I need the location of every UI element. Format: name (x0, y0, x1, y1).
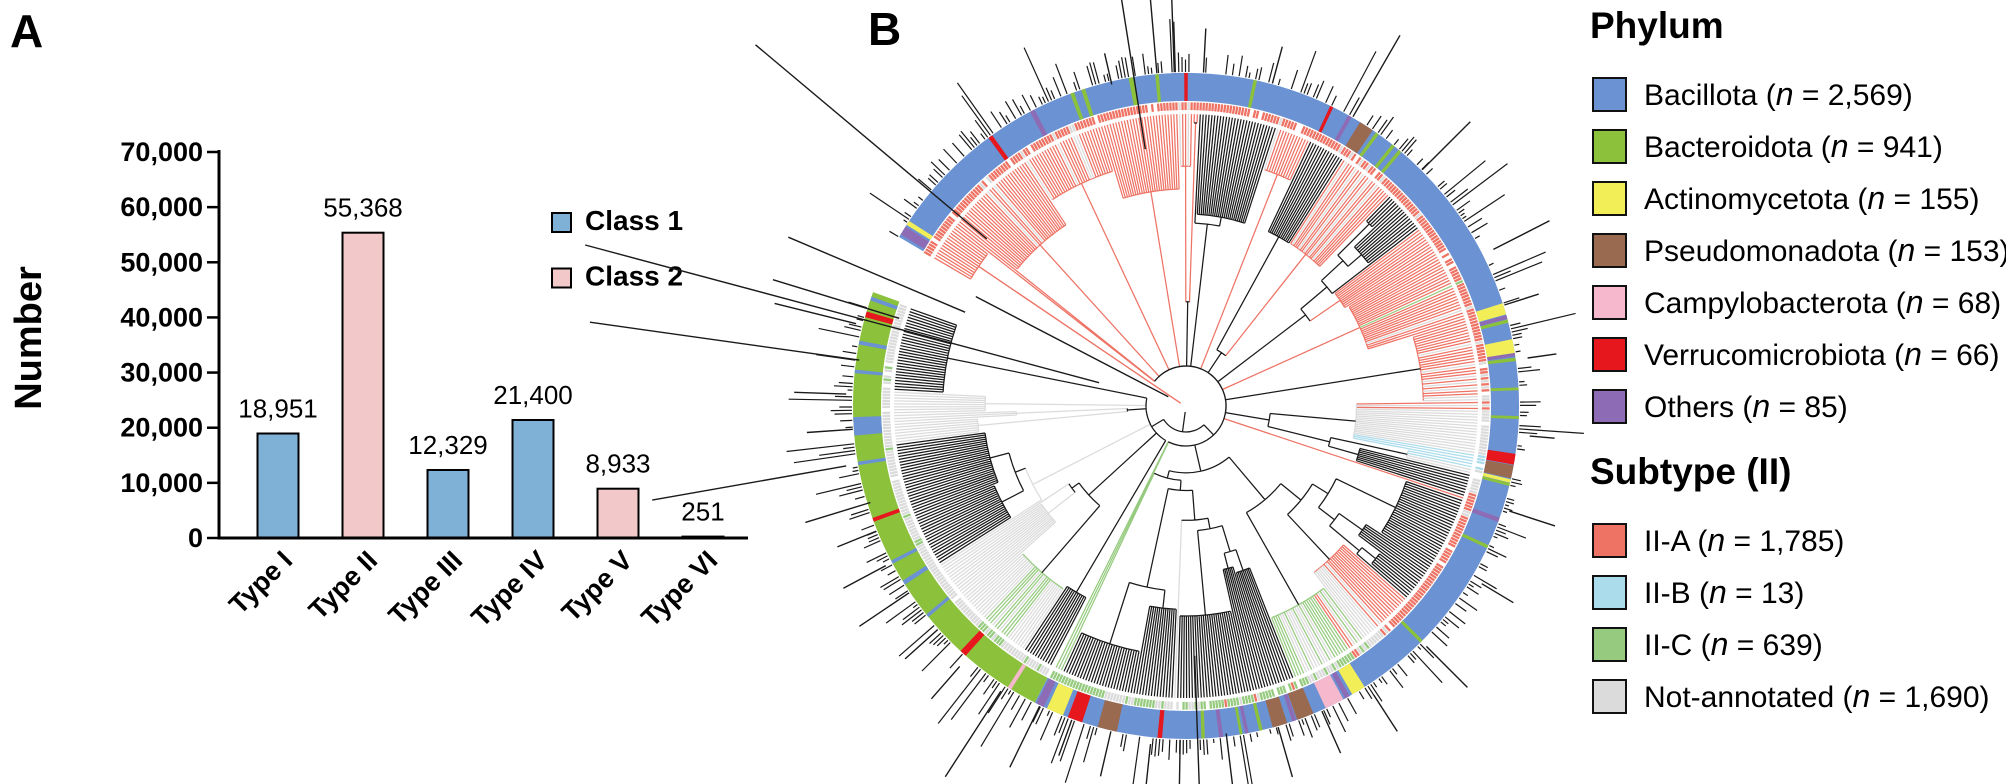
phylum-legend-swatch-others (1592, 388, 1627, 424)
bar-value-label: 8,933 (585, 449, 650, 479)
class-legend-label: Class 2 (585, 261, 683, 292)
y-tick-label: 50,000 (120, 247, 203, 277)
phylum-legend-items: Bacillota (n = 2,569) Bacteroidota (n = 9… (1592, 68, 2006, 432)
phylum-legend-label: Verrucomicrobiota (n = 66) (1644, 335, 2000, 372)
phylum-legend-swatch-verrucomicrobiota (1592, 336, 1627, 372)
phylum-legend-label: Bacillota (n = 2,569) (1644, 75, 1913, 112)
phylum-legend-swatch-bacillota (1592, 76, 1627, 112)
phylum-legend-title: Phylum (1590, 5, 1724, 46)
phylum-legend-item-verrucomicrobiota: Verrucomicrobiota (n = 66) (1592, 328, 2002, 380)
phylum-legend-label: Others (n = 85) (1644, 387, 1848, 424)
phylum-legend-swatch-actinomycetota (1592, 180, 1627, 216)
subtype-legend-items: II-A (n = 1,785) II-B (n = 13) II-C (n = 6… (1592, 514, 2002, 722)
subtype-legend-label: II-A (n = 1,785) (1644, 521, 1845, 558)
x-category-label: Type II (303, 545, 383, 625)
phylum-legend-label: Pseudomonadota (n = 153) (1644, 231, 2006, 268)
subtype-legend-swatch-ii-c (1592, 626, 1627, 662)
y-tick-label: 10,000 (120, 468, 203, 498)
x-category-label: Type V (556, 545, 638, 627)
bar-value-label: 18,951 (238, 394, 318, 424)
phylum-ring-bacteroidota (853, 292, 1048, 703)
phylum-legend-swatch-campylobacterota (1592, 284, 1627, 320)
panel-b-label: B (868, 3, 902, 55)
subtype-legend-item-ii-a: II-A (n = 1,785) (1592, 514, 2002, 566)
subtype-legend-swatch-ii-a (1592, 522, 1627, 558)
subtype-legend-label: Not-annotated (n = 1,690) (1644, 677, 1990, 714)
x-category-label: Type I (223, 545, 298, 620)
y-tick-label: 40,000 (120, 302, 203, 332)
bar-value-label: 251 (681, 497, 724, 527)
phylum-legend-item-bacillota: Bacillota (n = 2,569) (1592, 68, 2002, 120)
class-legend-label: Class 1 (585, 205, 683, 236)
phylum-legend-item-bacteroidota: Bacteroidota (n = 941) (1592, 120, 2002, 172)
x-category-label: Type VI (636, 545, 724, 633)
subtype-legend: Subtype (II) II-A (n = 1,785) II-B (n = 1… (1590, 451, 2002, 722)
subtype-legend-item-ii-c: II-C (n = 639) (1592, 618, 2002, 670)
phylum-legend-item-others: Others (n = 85) (1592, 380, 2002, 432)
class-legend-swatch (551, 212, 572, 233)
bar-value-label: 55,368 (323, 193, 403, 223)
phylum-legend: Phylum Bacillota (n = 2,569) Bacteroidota… (1590, 5, 2006, 432)
subtype-legend-item-not-annotated: Not-annotated (n = 1,690) (1592, 670, 2002, 722)
phylum-legend-item-actinomycetota: Actinomycetota (n = 155) (1592, 172, 2002, 224)
phylum-legend-swatch-bacteroidota (1592, 128, 1627, 164)
subtype-legend-swatch-ii-b (1592, 574, 1627, 610)
bar-type-iii (426, 469, 470, 539)
bar-type-ii (341, 231, 385, 539)
y-tick-label: 30,000 (120, 358, 203, 388)
y-tick-label: 20,000 (120, 413, 203, 443)
class-legend-swatch (551, 267, 572, 289)
subtype-legend-title: Subtype (II) (1590, 451, 1792, 492)
y-tick-label: 0 (188, 523, 203, 553)
phylum-legend-item-pseudomonadota: Pseudomonadota (n = 153) (1592, 224, 2006, 276)
phylum-legend-item-campylobacterota: Campylobacterota (n = 68) (1592, 276, 2002, 328)
subtype-legend-swatch-na (1592, 678, 1627, 714)
panel-a-label: A (10, 5, 44, 57)
bar-type-v (596, 487, 640, 540)
x-category-label: Type IV (466, 545, 554, 633)
phylum-legend-label: Campylobacterota (n = 68) (1644, 283, 2002, 320)
phylum-legend-swatch-pseudomonadota (1592, 232, 1627, 268)
phylum-legend-label: Bacteroidota (n = 941) (1644, 127, 1943, 164)
y-tick-label: 60,000 (120, 192, 203, 222)
subtype-legend-label: II-B (n = 13) (1644, 573, 1805, 610)
bar-type-iv (511, 419, 555, 539)
phylogenetic-tree (585, 0, 1584, 784)
phylum-legend-label: Actinomycetota (n = 155) (1644, 179, 1980, 216)
bar-value-label: 12,329 (408, 430, 488, 460)
subtype-legend-label: II-C (n = 639) (1644, 625, 1823, 662)
bar-type-i (256, 432, 300, 539)
subtype-legend-item-ii-b: II-B (n = 13) (1592, 566, 2002, 618)
y-axis-title: Number (8, 266, 50, 410)
y-tick-label: 70,000 (120, 137, 203, 167)
bar-value-label: 21,400 (493, 380, 573, 410)
x-category-label: Type III (383, 545, 469, 631)
